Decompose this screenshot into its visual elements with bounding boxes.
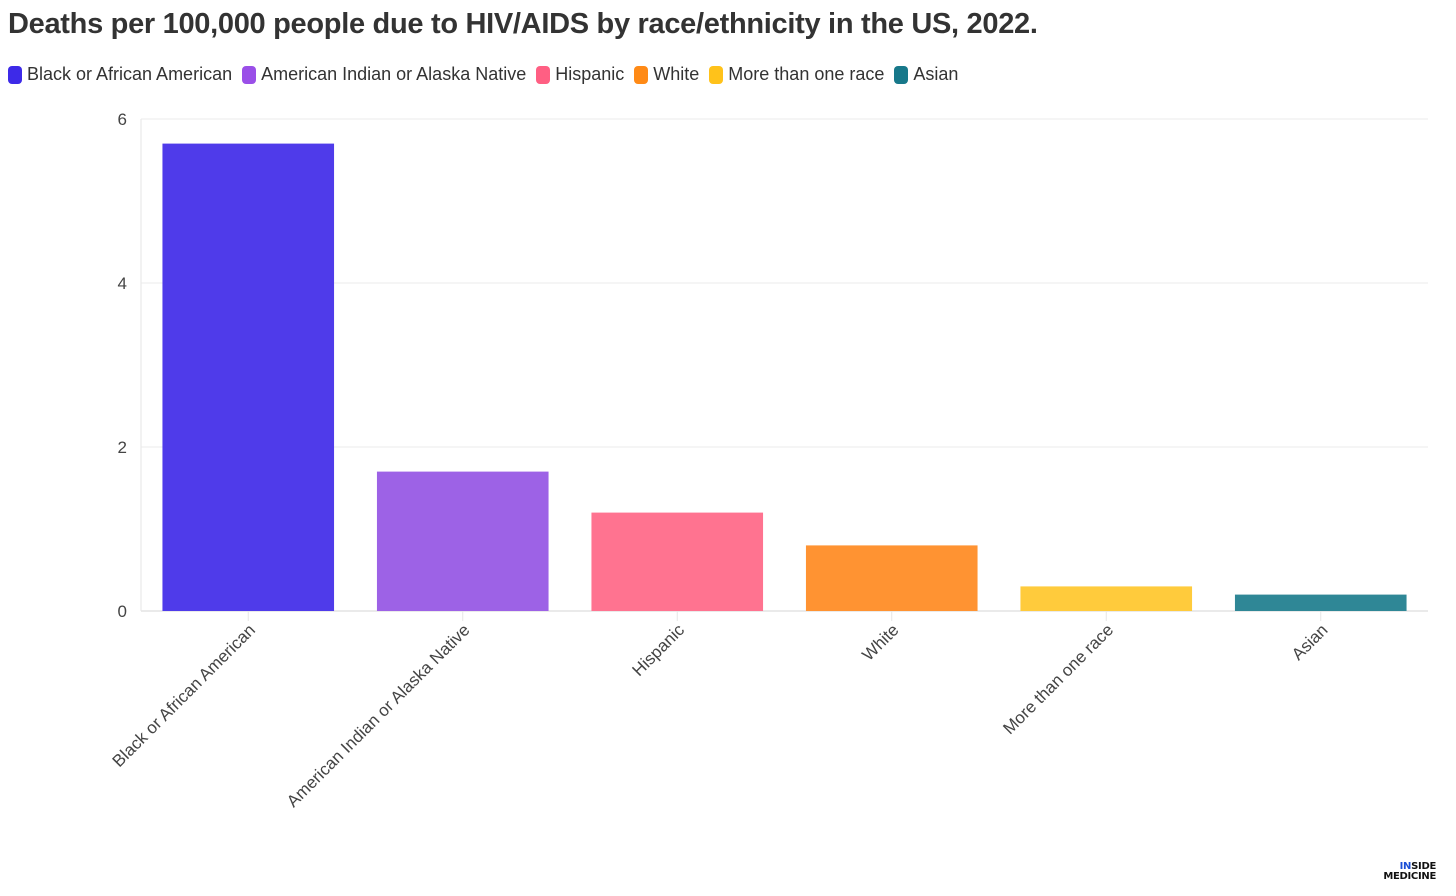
bar[interactable] [591,512,764,611]
legend-swatch [536,65,551,84]
legend-item[interactable]: Black or African American [8,64,232,85]
legend-item[interactable]: American Indian or Alaska Native [242,64,526,85]
legend-label: More than one race [728,64,885,84]
legend-item[interactable]: Asian [894,64,958,85]
legend-label: American Indian or Alaska Native [261,64,527,84]
legend-item[interactable]: Hispanic [536,64,624,85]
legend-item[interactable]: More than one race [709,64,884,85]
y-axis-ticks: 0 2 4 6 [118,110,127,621]
y-tick-label: 0 [118,602,127,621]
y-tick-label: 2 [118,438,127,457]
legend: Black or African American American Indian… [8,64,968,85]
bar[interactable] [1020,586,1193,611]
x-tick-label: White [858,620,902,664]
bars [162,143,1407,611]
bar[interactable] [1234,594,1407,611]
inside-medicine-logo: INSIDE MEDICINE [1383,861,1436,882]
chart-title: Deaths per 100,000 people due to HIV/AID… [8,8,1038,40]
legend-swatch [242,65,257,84]
x-tick-label: Asian [1288,620,1332,664]
legend-label: Hispanic [555,64,625,84]
legend-item[interactable]: White [634,64,699,85]
legend-swatch [709,65,724,84]
legend-label: Black or African American [27,64,233,84]
bar[interactable] [805,545,978,611]
y-tick-label: 4 [118,274,127,293]
legend-swatch [8,65,22,84]
legend-swatch [634,65,649,84]
x-tick-label: More than one race [999,620,1117,738]
y-tick-label: 6 [118,110,127,129]
legend-label: White [653,64,700,84]
bar[interactable] [162,143,335,611]
x-tick-label: American Indian or Alaska Native [283,620,473,810]
legend-swatch [894,65,909,84]
bar[interactable] [376,471,549,611]
x-tick-label: Hispanic [629,620,689,680]
gridlines [140,118,1428,612]
x-tick-label: Black or African American [109,620,259,770]
x-axis-ticks: Black or African American American Indian… [109,611,1332,811]
legend-label: Asian [913,64,959,84]
